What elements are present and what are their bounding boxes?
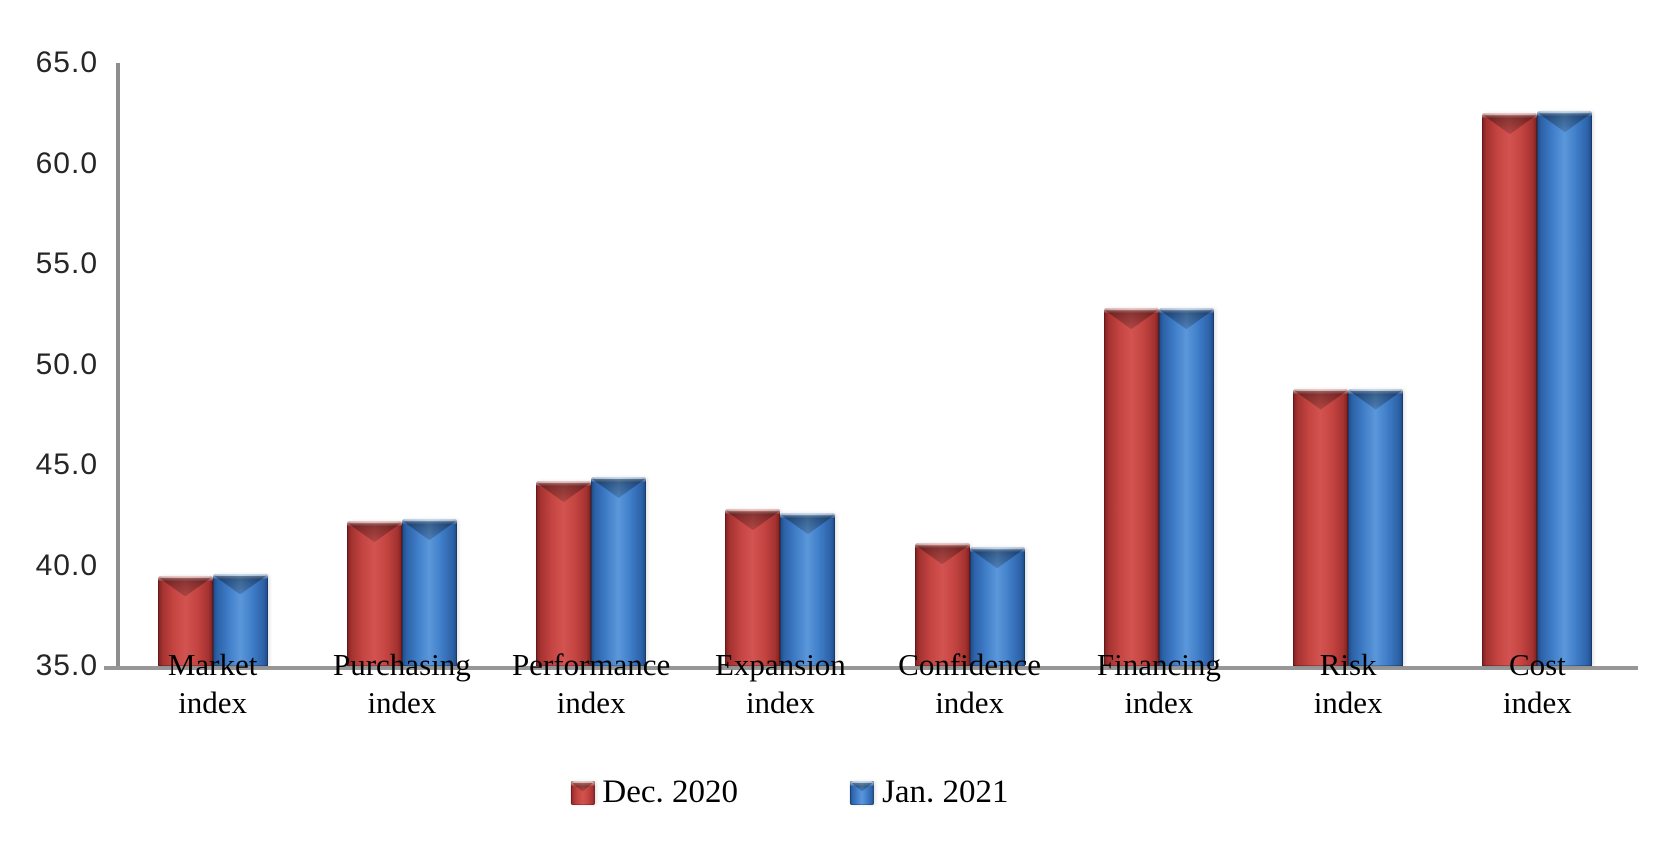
bar xyxy=(780,513,836,666)
x-category-label: Financing index xyxy=(1064,646,1253,722)
bar xyxy=(401,519,457,666)
x-category-label-line: index xyxy=(745,685,815,720)
y-axis-line xyxy=(116,63,120,668)
x-category-label-line: index xyxy=(1124,685,1194,720)
bar xyxy=(969,547,1025,666)
x-category-label-line: Financing xyxy=(1096,647,1221,682)
x-category-label-line: index xyxy=(1313,685,1383,720)
x-axis-line xyxy=(104,666,1638,670)
x-category-label: Confidence index xyxy=(875,646,1064,722)
x-category-label-line: Cost xyxy=(1508,647,1566,682)
y-tick-label: 40.0 xyxy=(35,548,98,582)
x-category-label-line: index xyxy=(178,685,248,720)
x-category-label-line: Market xyxy=(167,647,258,682)
bar xyxy=(157,575,213,666)
x-category-label: Performance index xyxy=(497,646,686,722)
y-tick-label: 50.0 xyxy=(35,347,98,381)
x-category-label-line: index xyxy=(367,685,437,720)
x-category-label: Risk index xyxy=(1254,646,1443,722)
bar xyxy=(1537,111,1593,666)
x-category-label-line: Confidence xyxy=(898,647,1042,682)
legend-item-jan-2021: Jan. 2021 xyxy=(850,774,1009,811)
y-tick-label: 60.0 xyxy=(35,146,98,180)
bar xyxy=(1293,388,1349,666)
legend-label-jan-2021: Jan. 2021 xyxy=(882,774,1009,810)
x-category-label-line: Risk xyxy=(1319,647,1377,682)
y-tick-label: 35.0 xyxy=(35,649,98,682)
bar xyxy=(1158,308,1214,666)
bar xyxy=(1103,308,1159,666)
bar xyxy=(725,509,781,666)
y-tick-label: 55.0 xyxy=(35,247,98,280)
x-category-label-line: Purchasing xyxy=(332,647,471,682)
bar xyxy=(536,481,592,666)
legend-marker-blue-icon xyxy=(850,780,875,805)
x-category-label-line: index xyxy=(935,685,1005,720)
y-tick-label: 45.0 xyxy=(35,448,98,481)
x-category-label-line: index xyxy=(556,685,626,720)
legend-item-dec-2020: Dec. 2020 xyxy=(570,774,738,811)
x-category-label: Cost index xyxy=(1443,646,1632,722)
legend-label-dec-2020: Dec. 2020 xyxy=(602,774,739,810)
y-tick-label: 65.0 xyxy=(35,46,98,79)
legend-marker-red-icon xyxy=(570,780,595,805)
x-category-label: Market index xyxy=(118,646,307,722)
bar xyxy=(591,477,647,666)
x-category-label: Purchasing index xyxy=(307,646,496,722)
x-category-label-line: Performance xyxy=(511,647,671,682)
x-category-label-line: index xyxy=(1502,685,1572,720)
bar xyxy=(212,573,268,666)
x-category-label-line: Expansion xyxy=(714,647,846,682)
bar xyxy=(1482,113,1538,666)
bar xyxy=(346,521,402,666)
bar xyxy=(1348,388,1404,666)
bar xyxy=(914,543,970,666)
legend: Dec. 2020 Jan. 2021 xyxy=(570,774,1009,811)
x-category-label: Expansion index xyxy=(686,646,875,722)
